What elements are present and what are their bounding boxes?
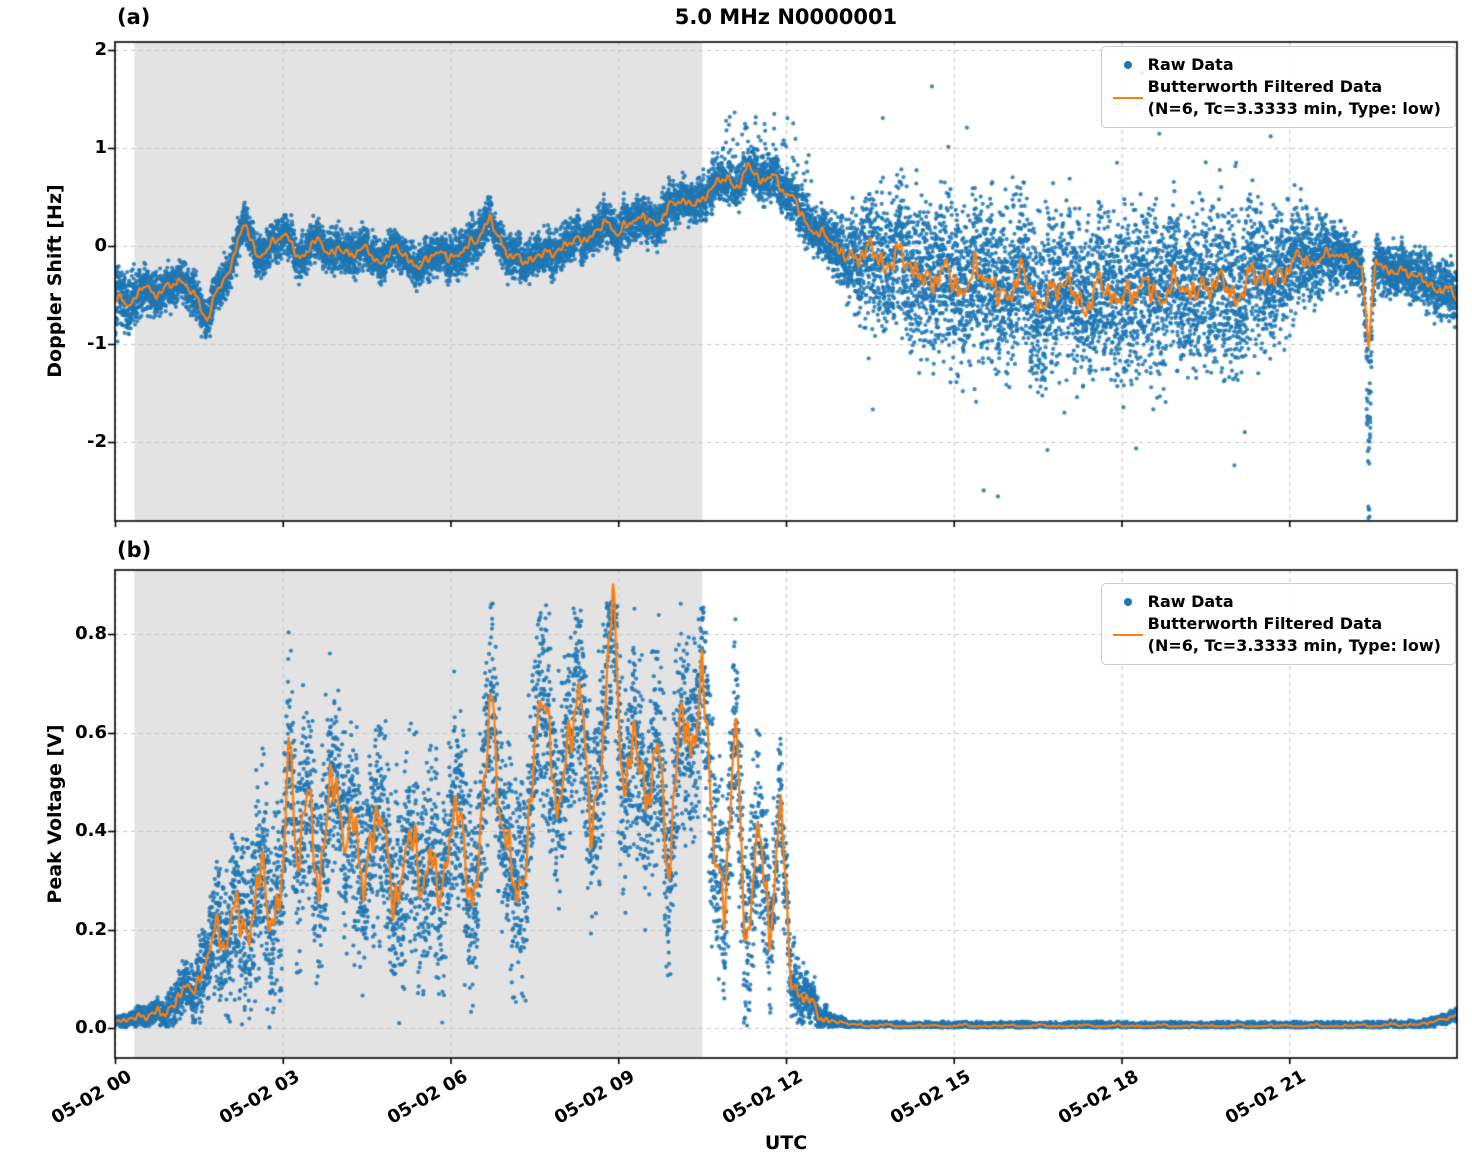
panel-a-legend: Raw Data Butterworth Filtered Data (N=6,… [1100,46,1456,129]
panel-b-legend: Raw Data Butterworth Filtered Data (N=6,… [1100,583,1456,666]
panel-b-y-axis-label: Peak Voltage [V] [44,724,66,904]
y-tick-label: 0 [94,235,107,257]
y-tick-label: 0.4 [75,820,107,842]
legend-filtered-label: Butterworth Filtered Data [1147,614,1383,634]
raw-data-marker-icon [1123,61,1132,70]
legend-entry-raw: Raw Data [1108,591,1441,613]
legend-entry-filtered: Butterworth Filtered Data (N=6, Tc=3.333… [1108,76,1441,120]
panel-a-label: (a) [117,5,151,29]
legend-entry-raw: Raw Data [1108,54,1441,76]
filtered-data-marker-icon [1112,97,1143,100]
y-tick-label: 0.2 [75,918,107,940]
legend-filtered-label: Butterworth Filtered Data [1147,77,1383,97]
legend-raw-label: Raw Data [1147,592,1234,611]
y-tick-label: 0.0 [75,1017,107,1039]
filtered-data-marker-icon [1112,634,1143,637]
figure-title: 5.0 MHz N0000001 [674,5,898,29]
x-axis-label: UTC [764,1132,808,1154]
y-tick-label: 2 [94,38,107,60]
raw-data-marker-icon [1123,598,1132,607]
legend-filtered-sublabel: (N=6, Tc=3.3333 min, Type: low) [1147,636,1441,656]
y-tick-label: -2 [87,431,107,453]
panel-b-label: (b) [117,538,152,562]
y-tick-label: 0.6 [75,721,107,743]
legend-entry-filtered: Butterworth Filtered Data (N=6, Tc=3.333… [1108,613,1441,657]
y-tick-label: 1 [94,137,107,158]
legend-filtered-sublabel: (N=6, Tc=3.3333 min, Type: low) [1147,99,1441,119]
y-tick-label: -1 [87,333,107,355]
legend-raw-label: Raw Data [1147,55,1234,74]
y-tick-label: 0.8 [75,623,107,645]
panel-a-y-axis-label: Doppler Shift [Hz] [44,184,66,378]
